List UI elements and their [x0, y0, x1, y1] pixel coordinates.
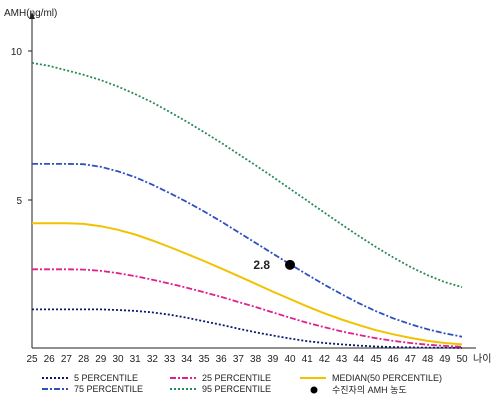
x-tick-label: 41 — [302, 354, 314, 365]
series-line-25-percentile — [32, 268, 463, 348]
x-tick-label: 38 — [250, 354, 262, 365]
series-line-75-percentile — [32, 163, 463, 338]
legend-label-median: MEDIAN(50 PERCENTILE) — [332, 373, 442, 383]
x-tick-label: 36 — [216, 354, 228, 365]
x-tick-labels: 25 26 27 28 29 30 31 32 33 34 35 36 37 38 39 40 41 42 43 44… — [26, 354, 468, 365]
legend: 5 PERCENTILE 75 PERCENTILE 25 PERCENTILE… — [42, 373, 442, 395]
x-tick-label: 35 — [198, 354, 210, 365]
patient-point-value-label: 2.8 — [253, 258, 270, 272]
series-line-5-percentile — [32, 308, 463, 349]
series-line-median-50-percentile — [32, 222, 463, 346]
x-tick-label: 43 — [336, 354, 348, 365]
legend-label-95-percentile: 95 PERCENTILE — [202, 384, 271, 394]
x-tick-label: 32 — [147, 354, 159, 365]
x-tick-label: 44 — [353, 354, 365, 365]
patient-point-layer: 2.8 — [253, 258, 295, 272]
y-tick-label-10: 10 — [11, 47, 23, 58]
y-tick-label-5: 5 — [16, 196, 22, 207]
series-lines — [31, 62, 463, 349]
legend-swatch-patient-point — [310, 386, 318, 394]
series-line-95-percentile — [31, 62, 463, 288]
x-tick-label: 28 — [78, 354, 90, 365]
x-tick-label: 26 — [44, 354, 56, 365]
x-tick-label: 47 — [405, 354, 417, 365]
x-tick-label: 50 — [456, 354, 468, 365]
legend-label-5-percentile: 5 PERCENTILE — [74, 373, 138, 383]
x-tick-label: 49 — [439, 354, 451, 365]
x-tick-label: 39 — [267, 354, 279, 365]
y-axis-title: AMH(ng/ml) — [4, 8, 57, 19]
x-tick-label: 29 — [95, 354, 107, 365]
x-tick-label: 46 — [388, 354, 400, 365]
legend-label-25-percentile: 25 PERCENTILE — [202, 373, 271, 383]
x-tick-label: 33 — [164, 354, 176, 365]
x-tick-label: 31 — [130, 354, 142, 365]
x-tick-label: 45 — [370, 354, 382, 365]
x-tick-label: 27 — [61, 354, 73, 365]
x-tick-label: 37 — [233, 354, 245, 365]
legend-label-75-percentile: 75 PERCENTILE — [74, 384, 143, 394]
patient-amh-point — [285, 259, 295, 270]
x-tick-label: 40 — [284, 354, 296, 365]
x-tick-label: 30 — [112, 354, 124, 365]
x-tick-label: 48 — [422, 354, 434, 365]
x-tick-label: 34 — [181, 354, 193, 365]
x-tick-label: 25 — [26, 354, 38, 365]
y-axis-arrow-icon — [29, 12, 35, 19]
x-tick-label: 42 — [319, 354, 331, 365]
x-axis-title: 나이 — [473, 353, 491, 365]
legend-label-patient-point: 수진자의 AMH 농도 — [332, 385, 407, 395]
